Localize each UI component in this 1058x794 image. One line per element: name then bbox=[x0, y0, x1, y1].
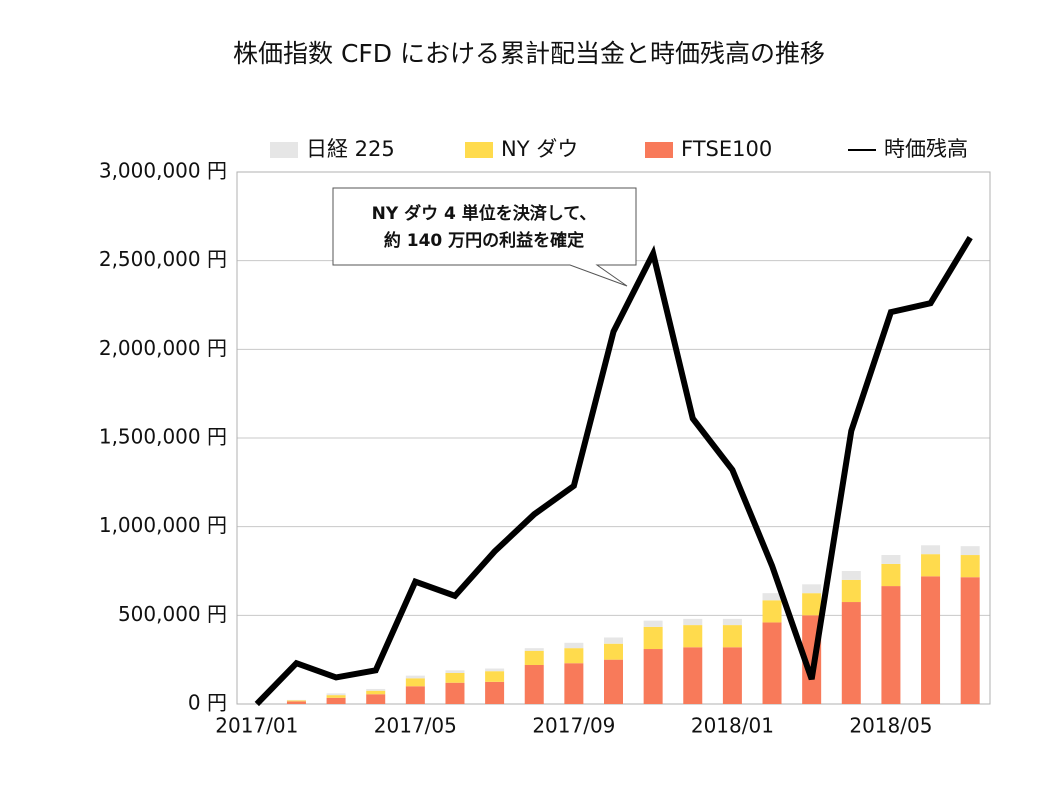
bar-segment bbox=[604, 643, 623, 660]
bar-segment bbox=[286, 700, 306, 702]
annotation-text: NY ダウ 4 単位を決済して、 bbox=[372, 203, 597, 224]
bar-segment bbox=[604, 637, 623, 644]
bar-segment bbox=[564, 663, 584, 704]
bar-segment bbox=[286, 699, 306, 701]
chart-title: 株価指数 CFD における累計配当金と時価残高の推移 bbox=[233, 39, 825, 68]
y-tick-label: 2,000,000 円 bbox=[99, 336, 227, 360]
y-tick-label: 500,000 円 bbox=[118, 602, 227, 626]
bar-segment bbox=[445, 672, 465, 683]
bar-segment bbox=[405, 678, 425, 687]
bar-segment bbox=[445, 682, 465, 704]
bar-segment bbox=[881, 586, 901, 704]
bar-segment bbox=[802, 593, 822, 616]
bar-segment bbox=[485, 681, 505, 704]
bar-segment bbox=[405, 675, 425, 679]
x-tick-label: 2018/05 bbox=[849, 714, 932, 738]
bar-segment bbox=[722, 618, 742, 626]
y-tick-label: 2,500,000 円 bbox=[99, 247, 227, 271]
bar-segment bbox=[921, 545, 941, 555]
bar-segment bbox=[841, 602, 861, 704]
legend-swatch bbox=[645, 142, 673, 158]
bar-segment bbox=[881, 563, 901, 587]
x-tick-label: 2018/01 bbox=[691, 714, 774, 738]
y-tick-label: 1,000,000 円 bbox=[99, 513, 227, 537]
bar-segment bbox=[485, 668, 505, 672]
bar-segment bbox=[881, 555, 901, 564]
legend-label: 日経 225 bbox=[306, 137, 395, 161]
bar-segment bbox=[921, 576, 941, 704]
legend-swatch bbox=[465, 142, 493, 158]
y-tick-label: 1,500,000 円 bbox=[99, 425, 227, 449]
bar-segment bbox=[841, 571, 861, 580]
x-tick-label: 2017/01 bbox=[215, 714, 298, 738]
bar-segment bbox=[445, 670, 465, 673]
bar-segment bbox=[564, 648, 584, 664]
bar-segment bbox=[802, 584, 822, 594]
bar-segment bbox=[841, 579, 861, 603]
bar-segment bbox=[326, 693, 346, 696]
bar-segment bbox=[326, 697, 346, 704]
bar-segment bbox=[405, 686, 425, 704]
legend-label: 時価残高 bbox=[884, 137, 968, 161]
bar-segment bbox=[524, 650, 544, 665]
x-tick-label: 2017/05 bbox=[374, 714, 457, 738]
bar-segment bbox=[683, 647, 703, 704]
bar-segment bbox=[683, 618, 703, 626]
bar-segment bbox=[564, 642, 584, 649]
bar-segment bbox=[643, 620, 663, 627]
annotation-box bbox=[332, 187, 637, 287]
bar-segment bbox=[960, 555, 980, 578]
bar-segment bbox=[643, 626, 663, 650]
bar-segment bbox=[366, 694, 386, 704]
bar-segment bbox=[286, 701, 306, 704]
bar-segment bbox=[604, 659, 623, 704]
legend-swatch bbox=[270, 142, 298, 158]
bar-segment bbox=[643, 649, 663, 704]
bar-segment bbox=[366, 688, 386, 691]
bar-segment bbox=[722, 647, 742, 704]
bar-segment bbox=[960, 546, 980, 556]
x-tick-label: 2017/09 bbox=[532, 714, 615, 738]
legend-label: FTSE100 bbox=[681, 137, 772, 161]
bar-segment bbox=[683, 625, 703, 648]
bar-segment bbox=[485, 671, 505, 682]
bar-segment bbox=[524, 648, 544, 651]
bar-segment bbox=[762, 622, 782, 704]
bar-segment bbox=[960, 577, 980, 704]
bar-segment bbox=[762, 600, 782, 623]
bar-segment bbox=[762, 593, 782, 601]
legend-label: NY ダウ bbox=[501, 137, 578, 161]
bar-segment bbox=[326, 695, 346, 698]
line-series bbox=[254, 236, 973, 707]
bar-segment bbox=[524, 664, 544, 704]
bar-segment bbox=[722, 625, 742, 648]
y-tick-label: 3,000,000 円 bbox=[99, 159, 227, 183]
bar-segment bbox=[921, 554, 941, 577]
annotation-text: 約 140 万円の利益を確定 bbox=[384, 230, 584, 251]
bar-segment bbox=[366, 690, 386, 695]
y-tick-label: 0 円 bbox=[188, 691, 227, 715]
